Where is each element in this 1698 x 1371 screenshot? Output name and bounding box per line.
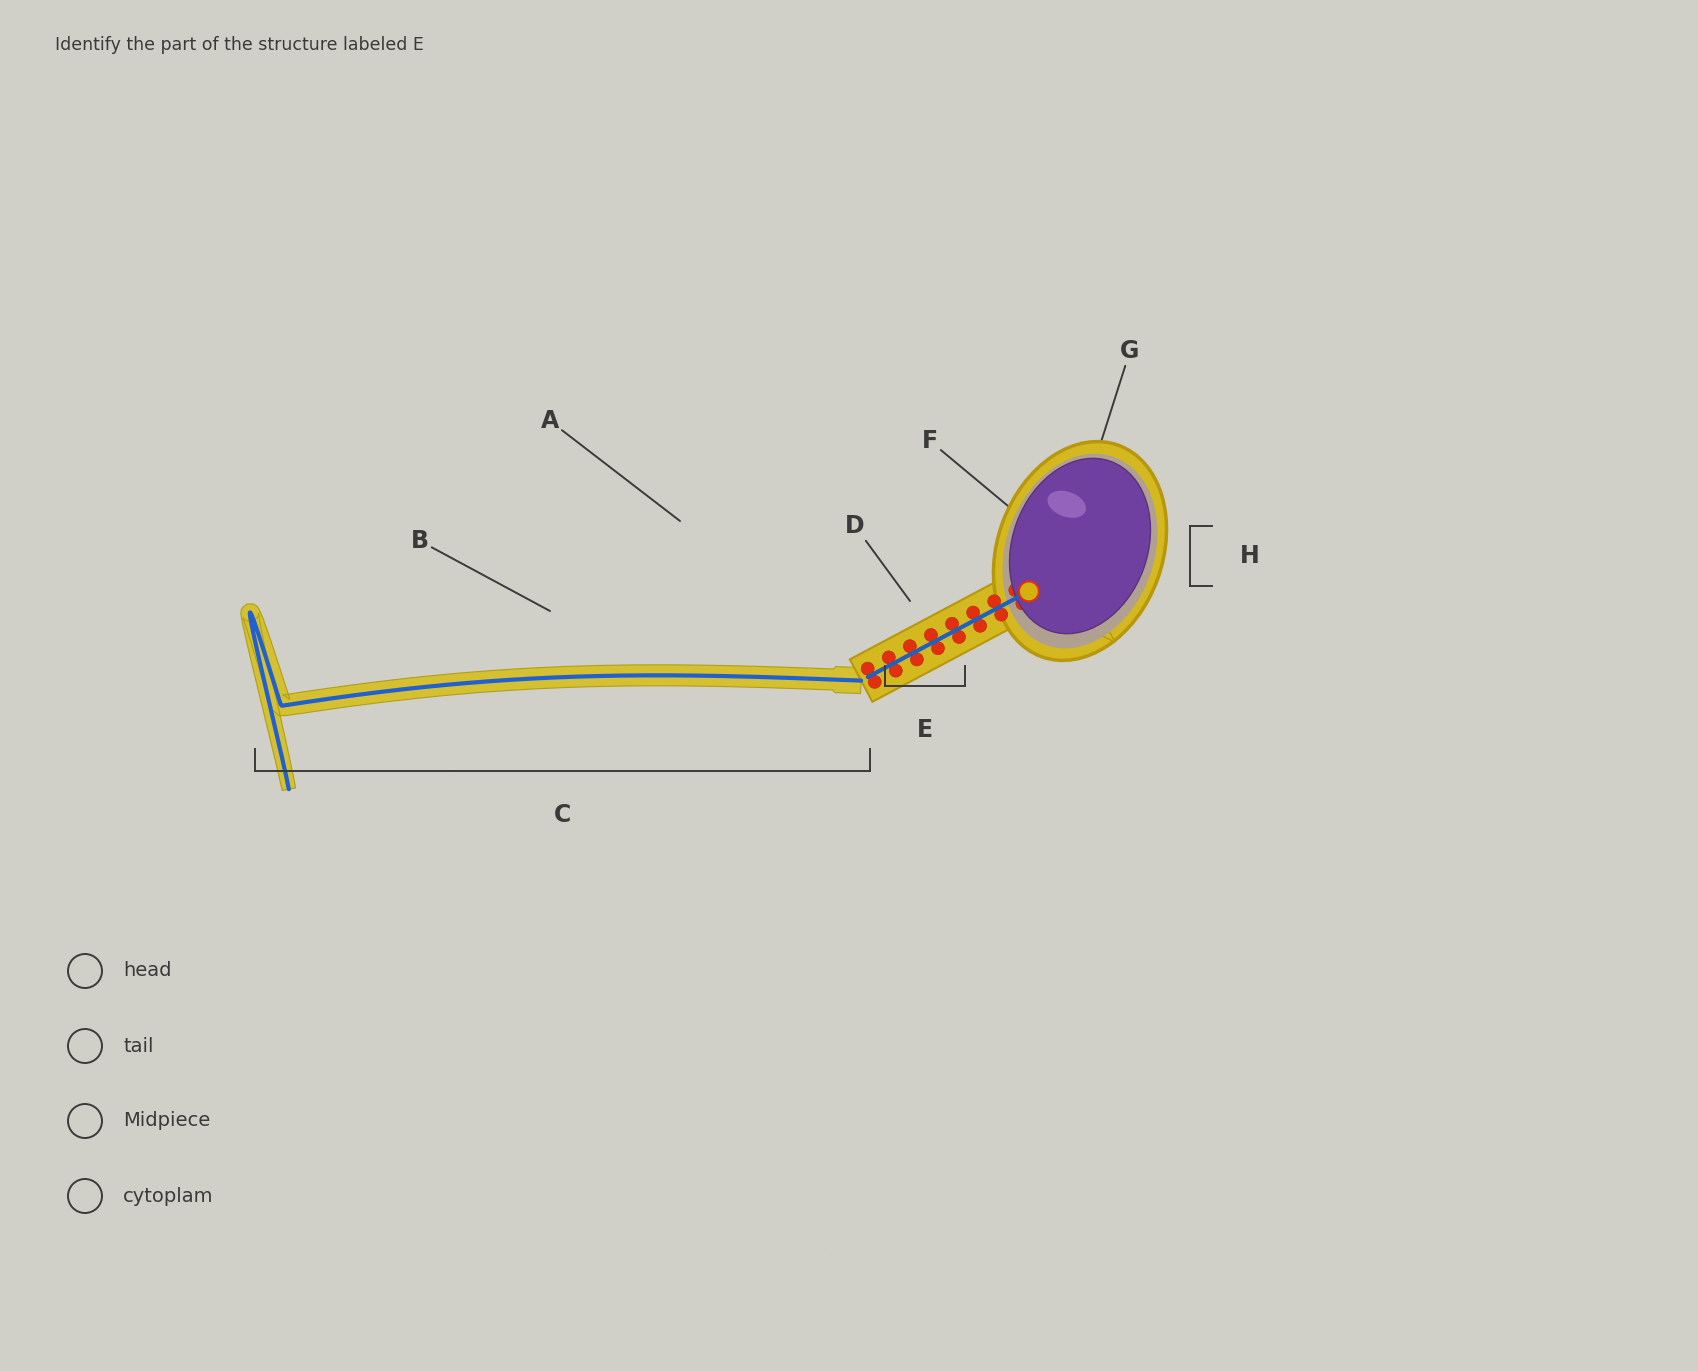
- Ellipse shape: [1009, 458, 1150, 633]
- Circle shape: [953, 631, 964, 643]
- Circle shape: [946, 617, 958, 631]
- Text: cytoplam: cytoplam: [122, 1186, 214, 1205]
- Polygon shape: [849, 570, 1039, 702]
- Text: E: E: [917, 718, 932, 742]
- Text: head: head: [122, 961, 171, 980]
- Circle shape: [910, 653, 922, 666]
- Circle shape: [861, 662, 874, 675]
- Ellipse shape: [1048, 491, 1085, 518]
- Circle shape: [888, 664, 902, 677]
- Text: G: G: [1094, 339, 1139, 461]
- Text: A: A: [540, 409, 679, 521]
- Text: Identify the part of the structure labeled E: Identify the part of the structure label…: [54, 36, 423, 53]
- Circle shape: [987, 595, 1000, 607]
- Circle shape: [868, 676, 881, 688]
- Text: F: F: [922, 429, 1019, 515]
- Text: tail: tail: [122, 1036, 153, 1056]
- Polygon shape: [1024, 583, 1114, 643]
- Text: B: B: [411, 529, 550, 611]
- Polygon shape: [241, 603, 861, 791]
- Circle shape: [1009, 584, 1020, 596]
- Text: C: C: [554, 803, 571, 827]
- Circle shape: [966, 606, 980, 620]
- Circle shape: [993, 609, 1007, 621]
- Circle shape: [931, 642, 944, 655]
- Circle shape: [903, 640, 915, 653]
- Ellipse shape: [1002, 454, 1156, 648]
- Text: Midpiece: Midpiece: [122, 1112, 211, 1131]
- Text: D: D: [844, 514, 910, 600]
- Circle shape: [1015, 596, 1029, 610]
- Circle shape: [924, 628, 937, 642]
- Circle shape: [1019, 581, 1037, 602]
- Text: H: H: [1240, 544, 1258, 568]
- Circle shape: [973, 620, 987, 632]
- Ellipse shape: [993, 441, 1167, 661]
- Circle shape: [881, 651, 895, 664]
